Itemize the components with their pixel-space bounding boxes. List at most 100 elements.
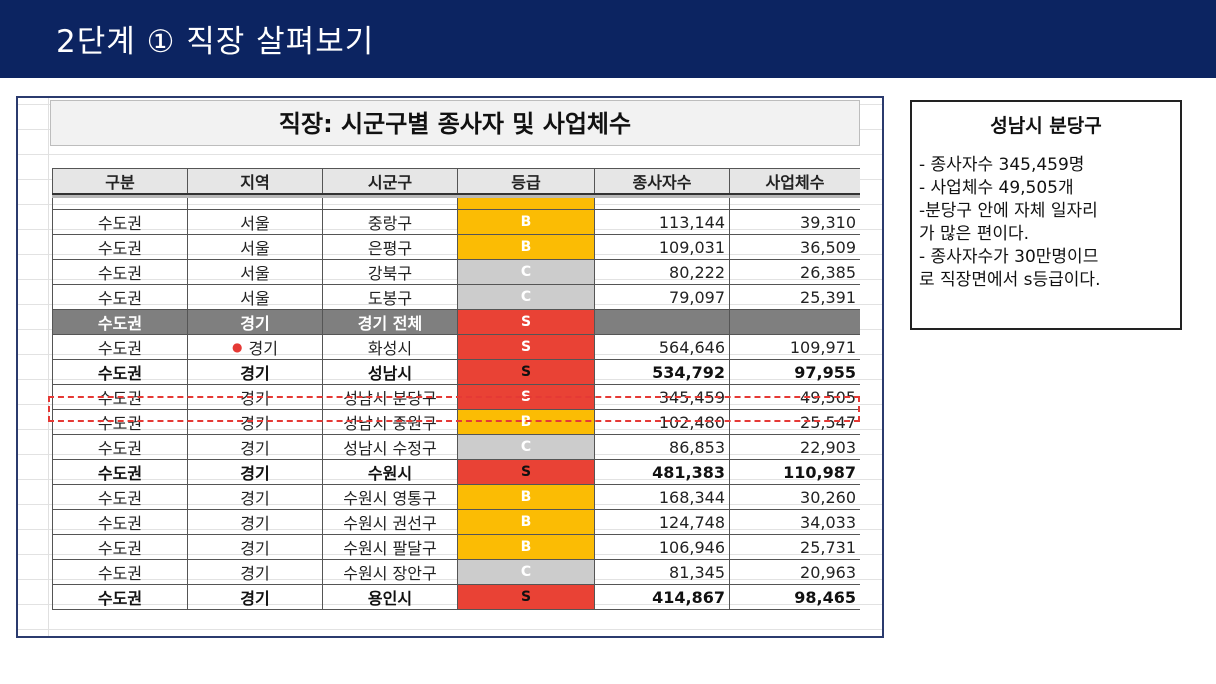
cell-workers	[594, 309, 730, 335]
grade-badge: B	[457, 234, 595, 260]
cell-businesses: 20,963	[729, 559, 860, 585]
grade-badge: B	[457, 484, 595, 510]
cell-district: 수원시 장안구	[322, 559, 458, 585]
cell-region-group: 수도권	[52, 509, 188, 535]
grade-badge: B	[457, 209, 595, 235]
highlight-box-bundang	[48, 396, 860, 422]
cell-region-group: 수도권	[52, 584, 188, 610]
column-header: 지역	[187, 168, 323, 195]
cell-businesses: 34,033	[729, 509, 860, 535]
cell-workers: 81,345	[594, 559, 730, 585]
grade-badge: S	[457, 459, 595, 485]
grade-badge: C	[457, 259, 595, 285]
table-header: 구분 지역 시군구 등급 종사자수 사업체수	[52, 168, 860, 195]
column-header: 등급	[457, 168, 595, 195]
table-body-viewport: 수도권 서울 중랑구 B 113,144 39,310 수도권 서울 은평구 B 109,031 36…	[52, 195, 860, 636]
cell-district: 화성시	[322, 334, 458, 360]
info-line: - 종사자수 345,459명	[919, 155, 1085, 175]
cell-region: 서울	[187, 234, 323, 260]
table-row: 수도권 서울 은평구 B 109,031 36,509	[52, 234, 860, 260]
grade-badge: S	[457, 309, 595, 335]
clipped-cell	[457, 195, 595, 210]
table-row: 수도권 경기 용인시 S 414,867 98,465	[52, 584, 860, 610]
cell-workers: 79,097	[594, 284, 730, 310]
column-header: 시군구	[322, 168, 458, 195]
cell-workers: 106,946	[594, 534, 730, 560]
clipped-cell	[594, 195, 730, 210]
grade-badge: C	[457, 559, 595, 585]
slide-header: 2단계 ① 직장 살펴보기	[0, 0, 1216, 78]
cell-district: 성남시 수정구	[322, 434, 458, 460]
cell-businesses: 26,385	[729, 259, 860, 285]
cell-businesses: 110,987	[729, 459, 860, 485]
cell-region: 경기	[187, 359, 323, 385]
cell-region: 서울	[187, 259, 323, 285]
cell-district: 용인시	[322, 584, 458, 610]
cell-district: 경기 전체	[322, 309, 458, 335]
column-header: 사업체수	[729, 168, 860, 195]
cell-district: 수원시 팔달구	[322, 534, 458, 560]
cell-region: 경기	[187, 534, 323, 560]
grade-badge: B	[457, 534, 595, 560]
cell-district: 도봉구	[322, 284, 458, 310]
table-row: 수도권 경기 수원시 권선구 B 124,748 34,033	[52, 509, 860, 535]
cell-workers: 80,222	[594, 259, 730, 285]
cell-workers: 481,383	[594, 459, 730, 485]
cell-region-group: 수도권	[52, 334, 188, 360]
info-title: 성남시 분당구	[990, 115, 1102, 137]
info-line: -분당구 안에 자체 일자리	[919, 201, 1098, 221]
cell-businesses: 25,547	[729, 409, 860, 435]
cell-businesses: 109,971	[729, 334, 860, 360]
table-row: 수도권 경기 수원시 팔달구 B 106,946 25,731	[52, 534, 860, 560]
cell-workers: 564,646	[594, 334, 730, 360]
cell-region: 경기	[187, 434, 323, 460]
cell-region-group: 수도권	[52, 559, 188, 585]
grade-badge: B	[457, 409, 595, 435]
clipped-cell	[729, 195, 860, 210]
cell-region-group: 수도권	[52, 284, 188, 310]
clipped-row-top	[52, 195, 860, 210]
table-row: 수도권 ● 경기 화성시 S 564,646 109,971	[52, 334, 860, 360]
grade-badge: C	[457, 284, 595, 310]
cell-workers: 102,480	[594, 409, 730, 435]
cell-region-text: 경기	[248, 339, 278, 358]
table-row: 수도권 경기 수원시 영통구 B 168,344 30,260	[52, 484, 860, 510]
cell-district: 은평구	[322, 234, 458, 260]
table-row: 수도권 서울 중랑구 B 113,144 39,310	[52, 209, 860, 235]
table-body: 수도권 서울 중랑구 B 113,144 39,310 수도권 서울 은평구 B 109,031 36…	[52, 195, 860, 610]
sheet-title: 직장: 시군구별 종사자 및 사업체수	[50, 100, 860, 146]
cell-businesses: 39,310	[729, 209, 860, 235]
info-box: 성남시 분당구 - 종사자수 345,459명 - 사업체수 49,505개 -분당…	[910, 100, 1182, 330]
cell-region-group: 수도권	[52, 434, 188, 460]
info-line: - 종사자수가 30만명이므	[919, 247, 1099, 267]
cell-district: 중랑구	[322, 209, 458, 235]
cell-district: 수원시 영통구	[322, 484, 458, 510]
cell-businesses: 22,903	[729, 434, 860, 460]
grade-badge: B	[457, 509, 595, 535]
cell-district: 수원시 권선구	[322, 509, 458, 535]
cell-region-group: 수도권	[52, 459, 188, 485]
cell-region: 경기	[187, 484, 323, 510]
grade-badge: C	[457, 434, 595, 460]
cell-workers: 113,144	[594, 209, 730, 235]
column-header: 종사자수	[594, 168, 730, 195]
column-header: 구분	[52, 168, 188, 195]
cell-region: 경기	[187, 584, 323, 610]
cell-region: 경기	[187, 559, 323, 585]
cell-workers: 168,344	[594, 484, 730, 510]
cell-region-group: 수도권	[52, 309, 188, 335]
cell-region-group: 수도권	[52, 259, 188, 285]
cell-region-group: 수도권	[52, 484, 188, 510]
grade-badge: S	[457, 584, 595, 610]
data-table-area: 구분 지역 시군구 등급 종사자수 사업체수 수도권 서울 중랑구 B 113,144 39,310…	[52, 168, 860, 636]
cell-region: 서울	[187, 209, 323, 235]
cell-region: 경기	[187, 309, 323, 335]
cell-businesses: 97,955	[729, 359, 860, 385]
cell-businesses: 25,731	[729, 534, 860, 560]
cell-businesses: 30,260	[729, 484, 860, 510]
clipped-cell	[187, 195, 323, 210]
info-lines: - 종사자수 345,459명 - 사업체수 49,505개 -분당구 안에 자체 …	[912, 154, 1180, 292]
cell-region-group: 수도권	[52, 534, 188, 560]
table-row: 수도권 경기 수원시 S 481,383 110,987	[52, 459, 860, 485]
cell-district: 강북구	[322, 259, 458, 285]
